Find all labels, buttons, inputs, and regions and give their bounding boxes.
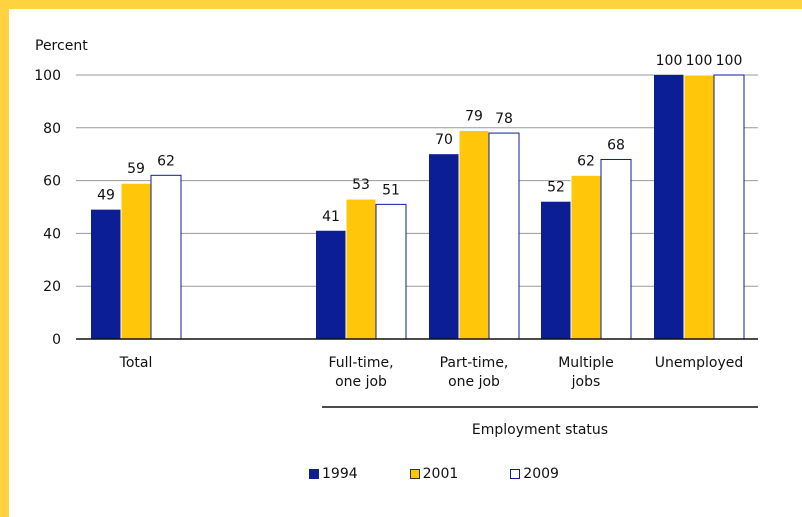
data-label: 100 (716, 53, 743, 69)
legend-label-1994: 1994 (322, 466, 358, 482)
category-label: Full-time, (328, 355, 393, 371)
data-label: 41 (322, 209, 340, 225)
bar-1994 (91, 209, 121, 339)
bar-1994 (654, 75, 684, 339)
legend: 1994 2001 2009 (309, 464, 611, 484)
legend-item-1994: 1994 (309, 466, 358, 482)
bar-1994 (541, 201, 571, 339)
legend-swatch-2001 (409, 469, 420, 479)
bar-1994 (429, 154, 459, 339)
gridlines (76, 74, 758, 287)
y-tick-label: 40 (43, 226, 61, 242)
legend-swatch-1994 (309, 469, 319, 479)
data-label: 52 (547, 180, 565, 196)
data-label: 70 (435, 132, 453, 148)
legend-label-2009: 2009 (523, 466, 559, 482)
data-label: 62 (577, 153, 595, 169)
legend-label-2001: 2001 (422, 466, 459, 482)
y-tick-label: 20 (43, 279, 61, 295)
bar-2009 (375, 203, 407, 340)
bar-2001 (570, 174, 602, 340)
category-label: Part-time, (440, 355, 509, 371)
category-label: Multiple (558, 355, 614, 371)
legend-item-2009: 2009 (510, 466, 559, 482)
data-label: 51 (382, 182, 400, 198)
axes: 0 20 40 60 80 100 Total Full-time, one job Part-t… (34, 68, 758, 390)
data-label: 79 (465, 108, 483, 124)
y-tick-label: 60 (43, 174, 61, 190)
y-axis-title: Percent (35, 38, 88, 54)
y-tick-label: 100 (34, 68, 61, 84)
data-label: 100 (686, 53, 713, 69)
data-label: 100 (656, 53, 683, 69)
data-label: 78 (495, 111, 513, 127)
bar-2001 (120, 182, 152, 340)
data-label: 49 (97, 188, 115, 204)
category-label: Unemployed (655, 355, 744, 371)
data-label: 68 (607, 137, 625, 153)
legend-swatch-2009 (510, 469, 521, 479)
bar-2009 (713, 74, 745, 340)
data-label: 59 (127, 161, 145, 177)
bar-2001 (345, 198, 377, 340)
data-label: 62 (157, 153, 175, 169)
bar-2009 (488, 132, 520, 340)
category-label: jobs (571, 374, 601, 390)
data-label: 53 (352, 177, 370, 193)
y-tick-label: 0 (52, 332, 61, 348)
y-tick-label: 80 (43, 121, 61, 137)
bar-2009 (150, 174, 182, 340)
x-axis-title: Employment status (472, 422, 608, 438)
legend-item-2001: 2001 (409, 466, 459, 482)
category-label: one job (448, 374, 500, 390)
bar-2001 (683, 74, 715, 340)
bars (91, 74, 745, 340)
category-label: Total (119, 355, 153, 371)
chart-frame: 49 59 62 41 53 51 70 79 78 52 62 68 100 100 100 0 20 40 6… (9, 9, 802, 517)
bar-2009 (600, 158, 632, 340)
bar-2001 (458, 129, 490, 340)
bar-1994 (316, 230, 346, 339)
category-label: one job (335, 374, 387, 390)
